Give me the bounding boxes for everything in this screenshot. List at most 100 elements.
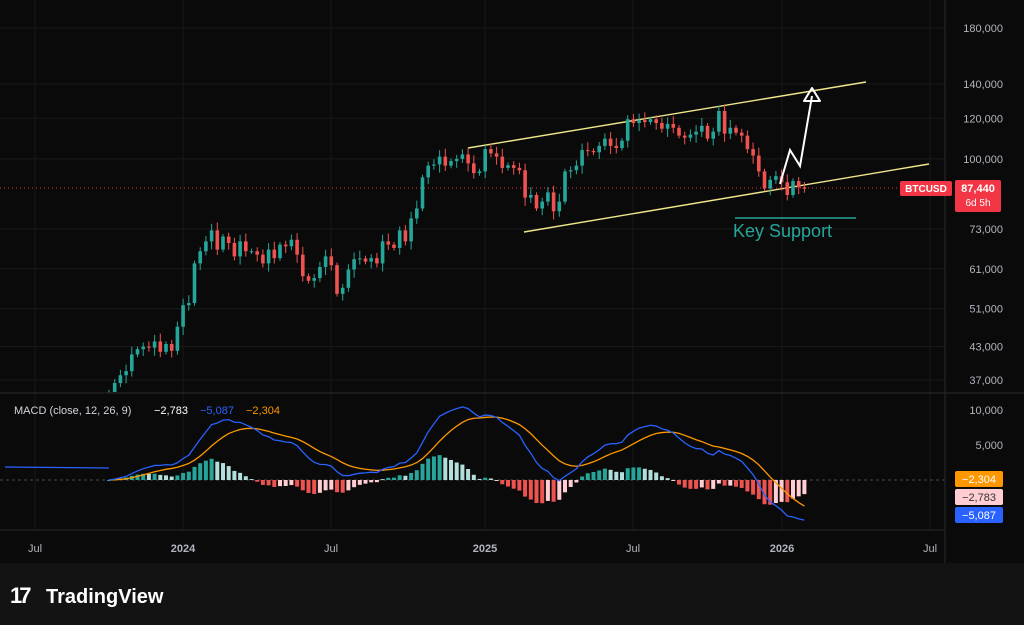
candle-body[interactable] <box>677 127 681 136</box>
candle-body[interactable] <box>614 145 619 148</box>
candle-body[interactable] <box>546 192 550 202</box>
candle-body[interactable] <box>295 239 299 255</box>
macd-histogram-bar[interactable] <box>768 480 773 505</box>
macd-histogram-bar[interactable] <box>500 480 505 485</box>
candle-body[interactable] <box>226 236 231 243</box>
candle-body[interactable] <box>483 149 487 172</box>
macd-histogram-bar[interactable] <box>631 467 636 480</box>
candle-body[interactable] <box>164 344 168 352</box>
macd-histogram-bar[interactable] <box>329 480 334 490</box>
macd-histogram-bar[interactable] <box>209 458 214 480</box>
candle-body[interactable] <box>506 165 510 168</box>
macd-histogram-bar[interactable] <box>203 460 208 480</box>
macd-histogram-bar[interactable] <box>762 480 767 505</box>
macd-histogram-bar[interactable] <box>471 474 476 480</box>
candle-body[interactable] <box>147 346 151 348</box>
candle-body[interactable] <box>369 258 373 262</box>
macd-histogram-bar[interactable] <box>682 480 687 488</box>
macd-histogram-bar[interactable] <box>540 480 545 504</box>
macd-histogram-bar[interactable] <box>608 469 613 480</box>
candle-body[interactable] <box>694 131 698 135</box>
macd-histogram-bar[interactable] <box>671 480 676 481</box>
macd-histogram-bar[interactable] <box>648 469 653 480</box>
macd-histogram-bar[interactable] <box>602 468 607 480</box>
macd-histogram-bar[interactable] <box>300 480 305 491</box>
macd-histogram-bar[interactable] <box>323 480 328 491</box>
macd-line[interactable] <box>108 406 805 521</box>
macd-histogram-bar[interactable] <box>420 463 425 480</box>
macd-histogram-bar[interactable] <box>659 476 664 480</box>
macd-histogram-bar[interactable] <box>232 470 237 480</box>
candle-body[interactable] <box>380 241 385 264</box>
candle-body[interactable] <box>329 256 334 266</box>
candle-body[interactable] <box>637 120 641 123</box>
candle-body[interactable] <box>204 241 208 252</box>
macd-histogram-bar[interactable] <box>665 478 670 480</box>
macd-histogram-bar[interactable] <box>164 475 168 480</box>
candle-body[interactable] <box>192 263 197 304</box>
candle-body[interactable] <box>654 119 658 123</box>
candle-body[interactable] <box>221 236 225 250</box>
macd-histogram-bar[interactable] <box>585 473 590 480</box>
macd-histogram-bar[interactable] <box>238 472 243 480</box>
candle-body[interactable] <box>318 266 322 279</box>
macd-histogram-bar[interactable] <box>528 480 533 500</box>
macd-histogram-bar[interactable] <box>346 480 351 491</box>
macd-histogram-bar[interactable] <box>688 480 693 489</box>
candle-body[interactable] <box>112 383 117 392</box>
macd-histogram-bar[interactable] <box>494 480 499 481</box>
candle-body[interactable] <box>169 344 174 351</box>
macd-histogram-bar[interactable] <box>255 480 260 482</box>
macd-histogram-bar[interactable] <box>380 479 385 481</box>
candle-body[interactable] <box>774 176 778 180</box>
candle-body[interactable] <box>346 269 351 288</box>
macd-histogram-bar[interactable] <box>534 480 539 504</box>
projection-arrow-path[interactable] <box>779 95 813 185</box>
macd-histogram-bar[interactable] <box>409 473 414 480</box>
candle-body[interactable] <box>608 138 613 146</box>
candle-body[interactable] <box>682 135 687 138</box>
macd-histogram-bar[interactable] <box>312 480 317 494</box>
macd-histogram-bar[interactable] <box>677 480 681 485</box>
candle-body[interactable] <box>278 244 282 259</box>
candle-body[interactable] <box>266 249 271 264</box>
macd-histogram-bar[interactable] <box>483 477 488 480</box>
macd-histogram-bar[interactable] <box>597 470 602 480</box>
macd-histogram-bar[interactable] <box>431 456 436 480</box>
candle-body[interactable] <box>443 156 448 166</box>
candle-body[interactable] <box>386 241 391 245</box>
candle-body[interactable] <box>426 165 430 178</box>
macd-histogram-bar[interactable] <box>426 458 431 480</box>
candle-body[interactable] <box>688 134 693 138</box>
macd-histogram-bar[interactable] <box>580 476 585 480</box>
macd-histogram-bar[interactable] <box>192 466 197 480</box>
macd-histogram-bar[interactable] <box>363 480 368 484</box>
macd-histogram-bar[interactable] <box>260 480 265 485</box>
candle-body[interactable] <box>563 171 567 202</box>
macd-histogram-bar[interactable] <box>186 471 191 480</box>
candle-body[interactable] <box>375 258 379 264</box>
candle-body[interactable] <box>312 278 316 281</box>
candle-body[interactable] <box>734 127 738 133</box>
candle-body[interactable] <box>472 163 476 174</box>
candle-body[interactable] <box>705 125 710 139</box>
macd-histogram-bar[interactable] <box>563 480 567 493</box>
macd-histogram-bar[interactable] <box>488 478 493 480</box>
macd-histogram-bar[interactable] <box>711 480 716 489</box>
macd-histogram-bar[interactable] <box>802 480 807 495</box>
candle-body[interactable] <box>739 132 744 136</box>
macd-histogram-bar[interactable] <box>152 473 157 480</box>
macd-histogram-bar[interactable] <box>773 480 778 504</box>
candle-body[interactable] <box>460 154 465 159</box>
macd-histogram-bar[interactable] <box>158 474 163 480</box>
candle-body[interactable] <box>209 230 214 242</box>
candle-body[interactable] <box>625 119 630 141</box>
candle-body[interactable] <box>557 201 562 212</box>
macd-histogram-bar[interactable] <box>340 480 345 493</box>
candle-body[interactable] <box>751 149 755 156</box>
candle-body[interactable] <box>152 341 157 348</box>
macd-histogram-bar[interactable] <box>107 480 111 481</box>
candle-body[interactable] <box>717 110 721 132</box>
macd-histogram-bar[interactable] <box>699 480 704 488</box>
macd-histogram-bar[interactable] <box>437 455 442 480</box>
